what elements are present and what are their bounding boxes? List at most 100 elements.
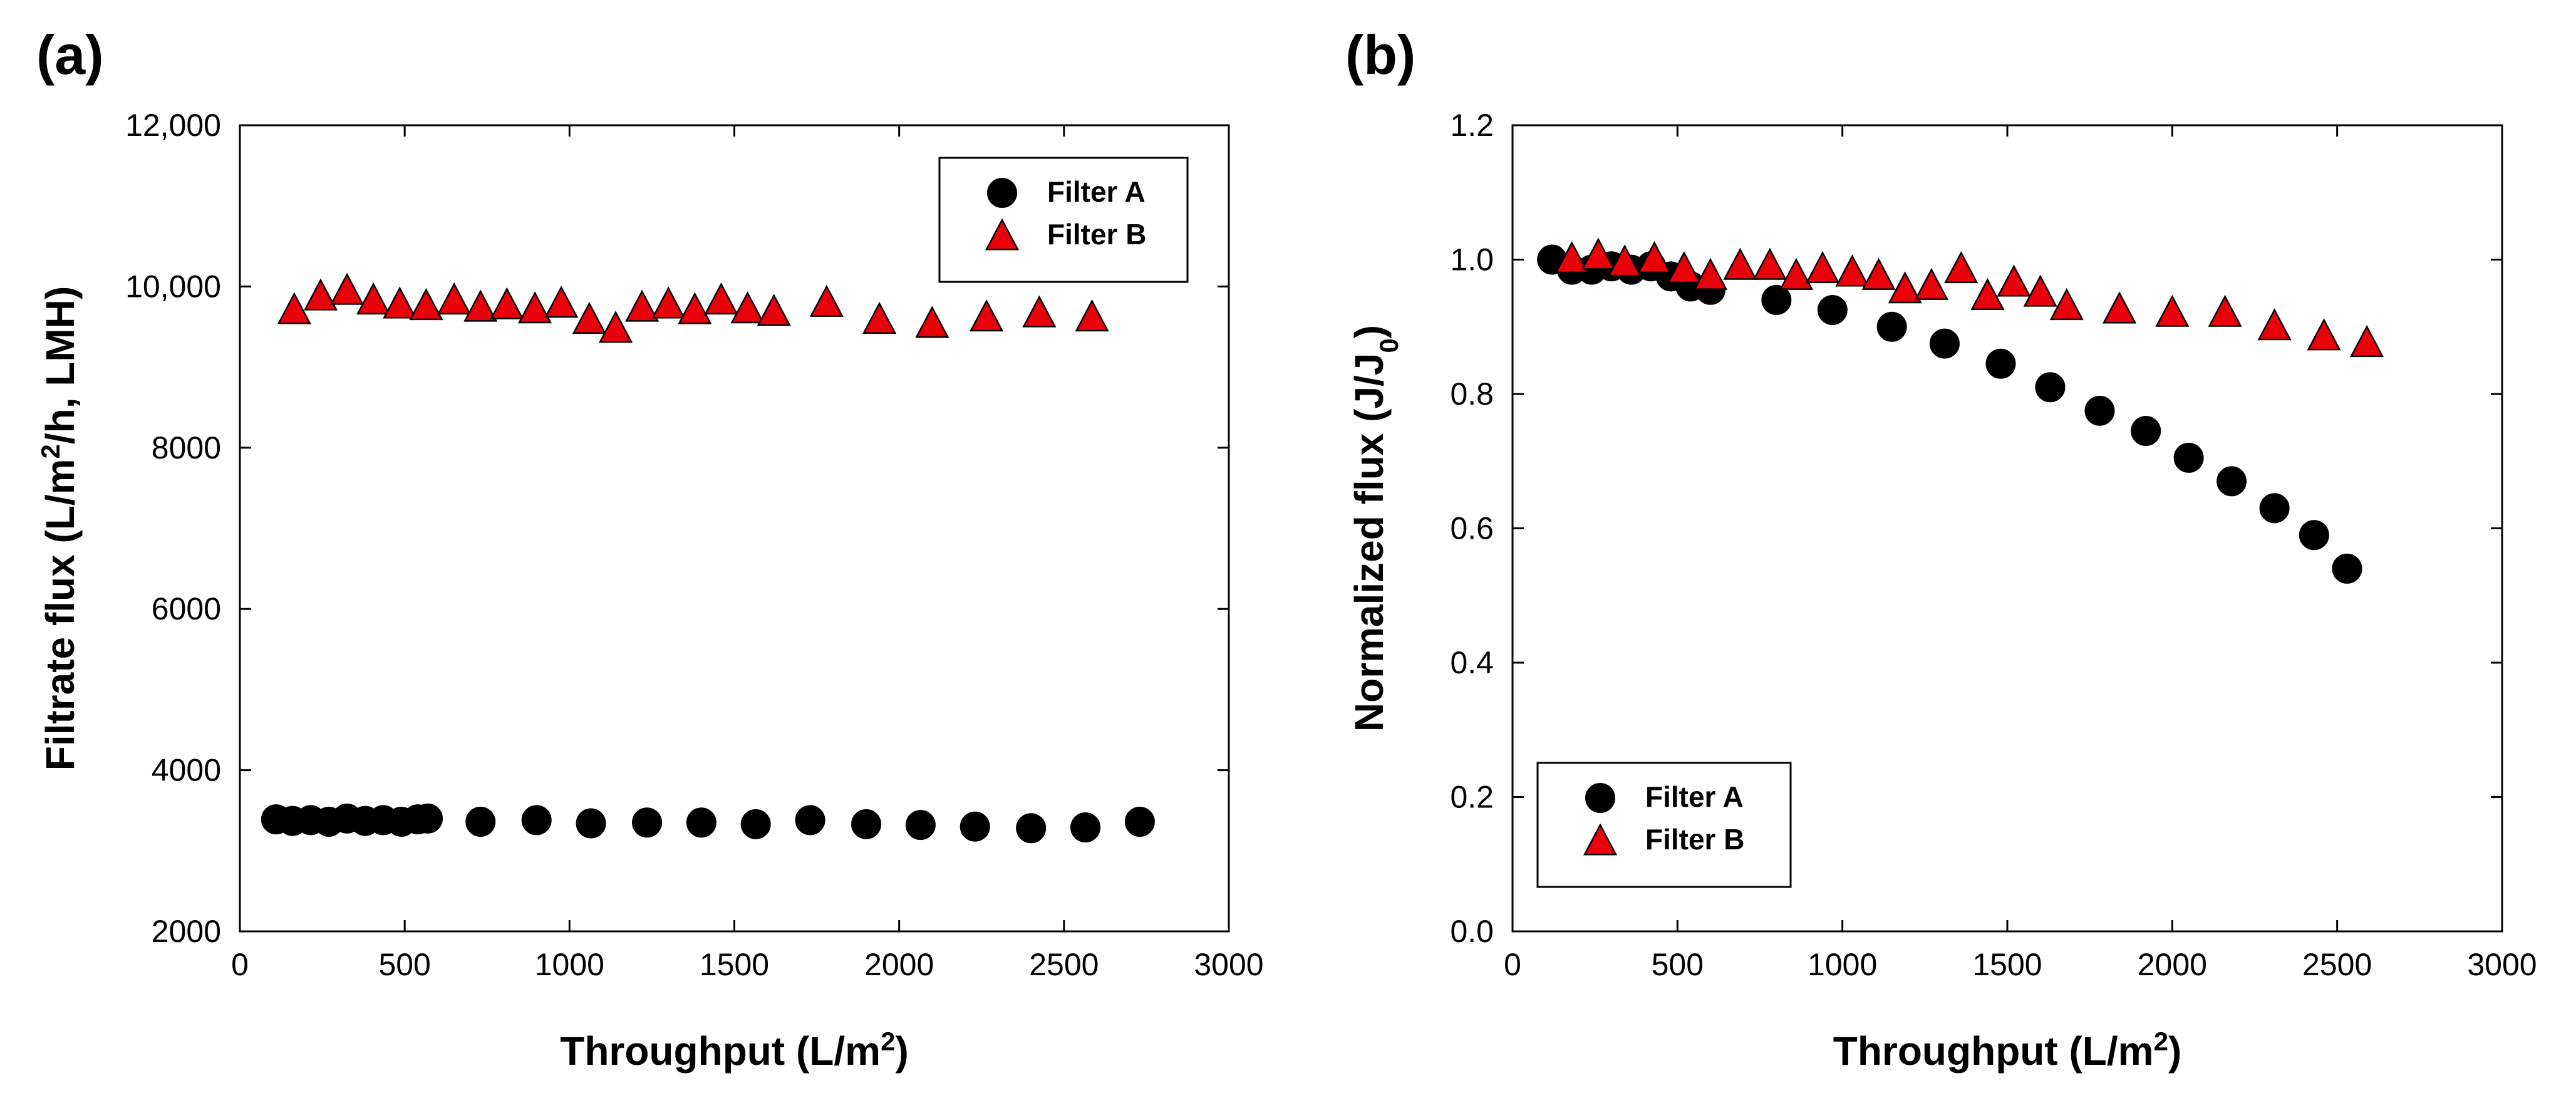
x-tick-label: 2000 bbox=[2138, 947, 2207, 982]
legend: Filter A Filter B bbox=[1536, 762, 1792, 888]
data-point bbox=[572, 301, 606, 334]
data-point bbox=[2208, 294, 2242, 327]
data-point bbox=[686, 807, 716, 838]
series-filter-b bbox=[1554, 237, 2384, 358]
series-filter-a bbox=[261, 803, 1155, 844]
y-axis-title-tail: /h, LMH) bbox=[38, 286, 83, 444]
panel-label: (a) bbox=[36, 24, 104, 86]
y-axis-title-text: Filtrate flux (L/m bbox=[38, 458, 83, 770]
data-point bbox=[1876, 311, 1907, 342]
data-point bbox=[463, 289, 498, 322]
data-point bbox=[1693, 257, 1728, 290]
data-point bbox=[1554, 241, 1589, 273]
data-point bbox=[413, 803, 443, 834]
data-point bbox=[757, 293, 791, 326]
y-axis-title: Filtrate flux (L/m2/h, LMH) bbox=[36, 286, 83, 771]
x-tick-label: 2500 bbox=[2302, 947, 2372, 982]
x-axis-title-text: Throughput (L/m bbox=[560, 1028, 881, 1074]
legend: Filter A Filter B bbox=[938, 157, 1189, 283]
data-point bbox=[1835, 254, 1870, 287]
data-point bbox=[1723, 247, 1757, 280]
data-point bbox=[1581, 237, 1616, 270]
y-tick-label: 8000 bbox=[152, 430, 221, 465]
x-axis-title-text: Throughput (L/m bbox=[1833, 1028, 2154, 1074]
data-point bbox=[704, 282, 738, 315]
data-point bbox=[437, 282, 472, 315]
data-point bbox=[1944, 251, 1979, 284]
data-point bbox=[651, 286, 686, 319]
series-filter-a bbox=[1537, 244, 2362, 584]
data-point bbox=[1817, 294, 1848, 325]
data-point bbox=[1929, 328, 1960, 359]
legend-label: Filter A bbox=[1645, 780, 1744, 813]
data-point bbox=[517, 291, 552, 324]
data-point bbox=[1997, 264, 2031, 297]
y-axis-title-tail: ) bbox=[1347, 325, 1392, 338]
y-tick-label: 10,000 bbox=[125, 269, 221, 304]
x-tick-label: 3000 bbox=[1194, 947, 1263, 982]
x-tick-label: 1000 bbox=[1808, 947, 1877, 982]
data-point bbox=[544, 286, 579, 318]
legend-label: Filter A bbox=[1047, 175, 1146, 208]
x-tick-label: 500 bbox=[1652, 947, 1704, 982]
x-tick-label: 1000 bbox=[535, 947, 604, 982]
x-axis-title-sup: 2 bbox=[2154, 1027, 2168, 1056]
data-point bbox=[490, 287, 524, 319]
data-point bbox=[862, 301, 897, 334]
chart-panel-a: (a) 0 500 1000 1500 2000 2500 3000 2000 4000 6000 8… bbox=[36, 24, 1264, 1074]
data-point bbox=[1070, 812, 1101, 842]
data-point bbox=[1075, 299, 1109, 332]
data-point bbox=[2259, 493, 2290, 524]
data-point bbox=[2023, 274, 2057, 307]
y-axis-title-text: Normalized flux (J/J bbox=[1347, 353, 1392, 732]
data-point bbox=[576, 808, 606, 839]
y-tick-label: 1.0 bbox=[1450, 242, 1494, 277]
legend-marker-triangle bbox=[985, 218, 1020, 251]
x-axis-title: Throughput (L/m2) bbox=[560, 1027, 909, 1074]
data-point bbox=[1888, 271, 1922, 304]
data-point bbox=[960, 811, 990, 842]
legend-label: Filter B bbox=[1645, 823, 1744, 856]
data-point bbox=[1970, 277, 2005, 310]
data-point bbox=[2102, 291, 2137, 324]
x-tick-label: 2000 bbox=[864, 947, 934, 982]
x-tick-label: 2500 bbox=[1029, 947, 1099, 982]
data-point bbox=[356, 282, 391, 315]
data-point bbox=[1016, 813, 1047, 844]
data-point bbox=[1667, 251, 1701, 284]
data-point bbox=[1805, 251, 1840, 284]
data-point bbox=[2035, 372, 2066, 403]
x-tick-label: 1500 bbox=[700, 947, 769, 982]
data-point bbox=[2257, 308, 2292, 341]
y-tick-label: 0.4 bbox=[1450, 645, 1494, 680]
data-point bbox=[905, 810, 936, 841]
data-point bbox=[598, 310, 633, 343]
data-point bbox=[851, 809, 882, 839]
legend-marker-circle bbox=[987, 178, 1017, 208]
y-tick-label: 2000 bbox=[152, 914, 221, 949]
data-point bbox=[2084, 395, 2115, 426]
legend-box bbox=[938, 157, 1189, 283]
data-point bbox=[1607, 244, 1642, 277]
x-tick-label: 3000 bbox=[2467, 947, 2537, 982]
y-tick-label: 0.2 bbox=[1450, 780, 1494, 815]
data-point bbox=[678, 292, 712, 324]
y-tick-label: 0.8 bbox=[1450, 376, 1494, 412]
data-point bbox=[2216, 466, 2247, 497]
data-point bbox=[1752, 247, 1787, 280]
data-point bbox=[1124, 806, 1155, 837]
data-point bbox=[465, 806, 496, 837]
data-point bbox=[2131, 415, 2161, 446]
legend-marker-circle bbox=[1585, 783, 1615, 813]
data-point bbox=[1022, 295, 1057, 328]
y-axis-title-sup: 2 bbox=[36, 444, 65, 458]
data-point bbox=[2307, 318, 2341, 351]
chart-panel-b: (b) 0 500 1000 1500 2000 2500 3000 0.0 0.2 0.4 0.6 0… bbox=[1345, 24, 2537, 1074]
x-axis-title: Throughput (L/m2) bbox=[1833, 1027, 2182, 1074]
data-point bbox=[730, 291, 765, 324]
y-axis-title-sub: 0 bbox=[1374, 338, 1404, 353]
y-tick-label: 4000 bbox=[152, 753, 221, 788]
data-point bbox=[329, 272, 365, 305]
legend-marker-triangle bbox=[1583, 823, 1618, 856]
